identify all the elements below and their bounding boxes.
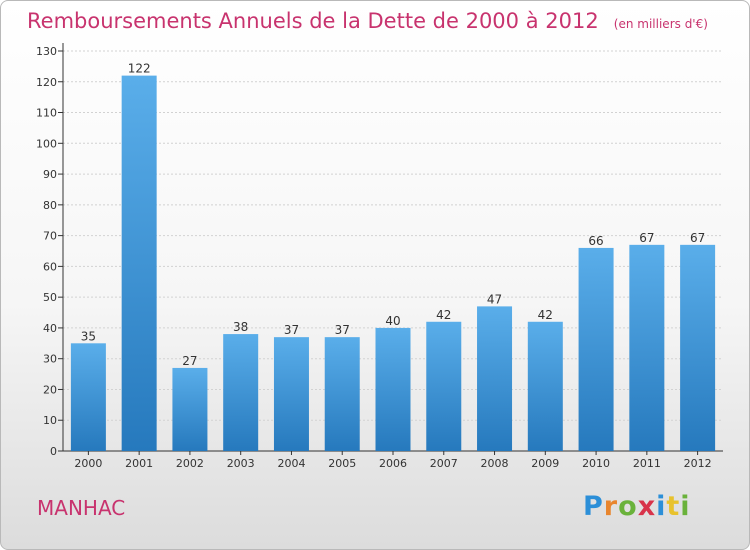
y-tick-label: 40	[43, 322, 57, 335]
bar-value-label: 37	[284, 323, 299, 337]
title-text: Remboursements Annuels de la Dette de 20…	[27, 9, 599, 33]
logo-letter: i	[680, 491, 691, 522]
bar	[680, 244, 716, 451]
y-tick-label: 120	[36, 76, 57, 89]
logo-letter: P	[583, 491, 604, 522]
bar-value-label: 27	[182, 354, 197, 368]
bar-value-label: 67	[690, 231, 705, 245]
x-tick-label: 2008	[481, 457, 509, 470]
y-tick-label: 80	[43, 199, 57, 212]
bar	[273, 337, 309, 451]
bar-value-label: 38	[233, 320, 248, 334]
y-tick-label: 10	[43, 414, 57, 427]
bars	[70, 75, 716, 451]
x-tick-label: 2005	[328, 457, 356, 470]
bar-value-label: 42	[436, 308, 451, 322]
x-tick-label: 2010	[582, 457, 610, 470]
bar-value-label: 35	[81, 329, 96, 343]
bar	[223, 334, 259, 451]
proxiti-logo: Proxiti	[583, 491, 691, 522]
logo-letter: o	[618, 491, 638, 522]
bar	[527, 321, 563, 451]
logo-letter: r	[603, 491, 619, 522]
logo-letter: x	[637, 491, 657, 522]
y-tick-label: 100	[36, 137, 57, 150]
y-tick-label: 90	[43, 168, 57, 181]
bar-value-label: 66	[588, 234, 603, 248]
bar-value-label: 67	[639, 231, 654, 245]
x-tick-label: 2006	[379, 457, 407, 470]
bar-value-label: 47	[487, 292, 502, 306]
logo-letter: i	[656, 491, 667, 522]
x-tick-label: 2004	[277, 457, 305, 470]
bar	[70, 343, 106, 451]
title-unit: (en milliers d'€)	[613, 17, 708, 31]
y-tick-label: 30	[43, 353, 57, 366]
y-tick-label: 130	[36, 45, 57, 58]
y-tick-label: 110	[36, 107, 57, 120]
x-tick-label: 2001	[125, 457, 153, 470]
x-tick-label: 2002	[176, 457, 204, 470]
bar	[426, 321, 462, 451]
y-tick-label: 0	[50, 445, 57, 458]
x-tick-label: 2000	[74, 457, 102, 470]
commune-name: MANHAC	[37, 496, 126, 520]
labels: 35 122 27 38 37 37 40 42 47 42 66 67 67	[81, 62, 706, 368]
bar	[172, 367, 208, 451]
x-tick-label: 2009	[531, 457, 559, 470]
bar-value-label: 42	[538, 308, 553, 322]
y-tick-label: 50	[43, 291, 57, 304]
bar	[121, 75, 157, 451]
logo-letter: t	[666, 491, 681, 522]
x-tick-label: 2003	[227, 457, 255, 470]
y-tick-label: 70	[43, 230, 57, 243]
bar	[477, 306, 513, 451]
bar	[324, 337, 360, 451]
bar	[578, 247, 614, 451]
bar-value-label: 122	[128, 62, 151, 76]
bar	[375, 327, 411, 451]
bar	[629, 244, 665, 451]
x-tick-label: 2012	[684, 457, 712, 470]
bar-value-label: 37	[335, 323, 350, 337]
x-tick-label: 2007	[430, 457, 458, 470]
chart-title: Remboursements Annuels de la Dette de 20…	[27, 9, 708, 33]
y-tick-label: 20	[43, 383, 57, 396]
y-tick-label: 60	[43, 260, 57, 273]
x-tick-label: 2011	[633, 457, 661, 470]
bar-value-label: 40	[385, 314, 400, 328]
